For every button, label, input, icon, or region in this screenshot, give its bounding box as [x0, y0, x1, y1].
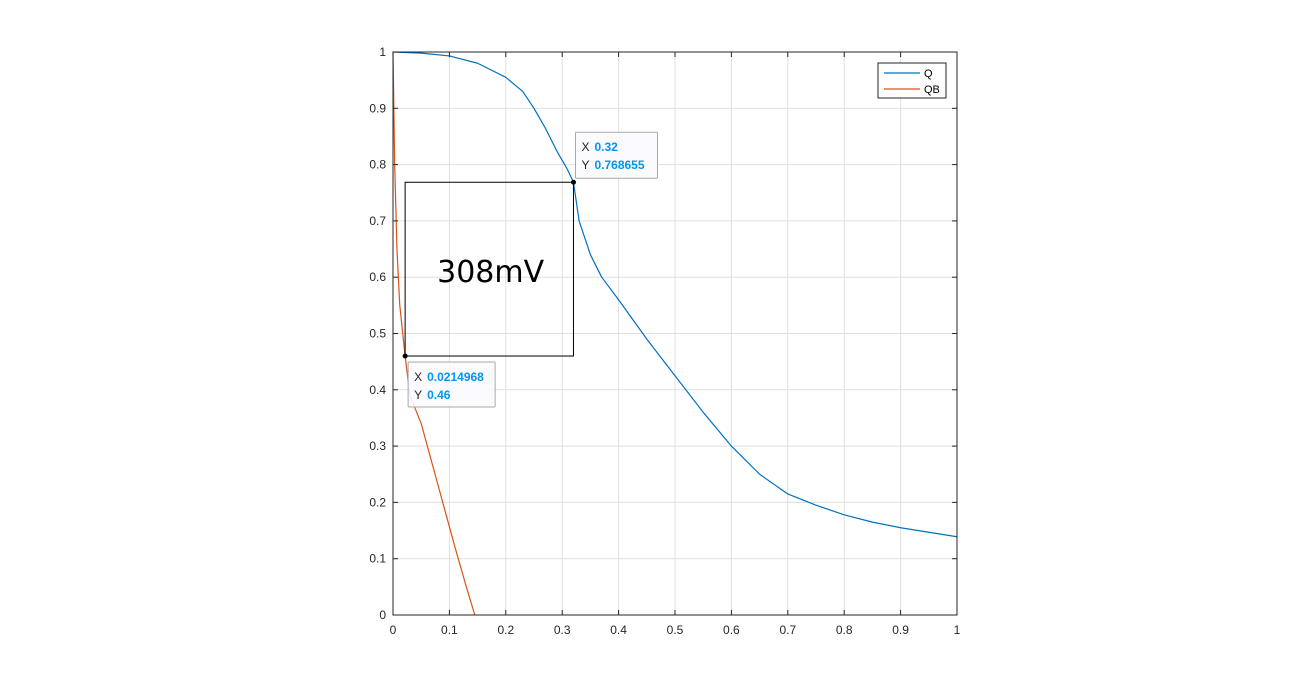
datatip[interactable]: X 0.0214968 Y 0.46 — [402, 353, 496, 408]
x-tick-label: 0.7 — [779, 623, 796, 637]
grid — [393, 52, 957, 615]
y-tick-label: 0.5 — [369, 327, 386, 341]
y-tick-label: 0.2 — [369, 495, 386, 509]
datatip-x-label: X — [581, 140, 589, 154]
datatip[interactable]: X 0.32 Y 0.768655 — [570, 131, 658, 185]
datatip-marker[interactable] — [570, 179, 576, 185]
datatip-y-value: 0.768655 — [594, 158, 644, 172]
x-tick-label: 0.9 — [892, 623, 909, 637]
annotation-text[interactable]: 308mV — [437, 255, 544, 290]
x-tick-label: 1 — [954, 623, 961, 637]
x-tick-label: 0.8 — [836, 623, 853, 637]
y-tick-label: 0.9 — [369, 101, 386, 115]
legend-box — [877, 62, 947, 99]
datatip-box — [574, 131, 658, 179]
x-tick-label: 0.5 — [667, 623, 684, 637]
x-tick-label: 0.4 — [610, 623, 627, 637]
y-tick-label: 0.7 — [369, 214, 386, 228]
datatip-x-label: X — [414, 370, 422, 384]
y-tick-label: 0.8 — [369, 158, 386, 172]
series-line-q[interactable] — [392, 51, 958, 538]
legend-entry-q[interactable]: Q — [924, 68, 933, 80]
datatip-marker[interactable] — [402, 353, 408, 359]
y-tick-label: 0.6 — [369, 270, 386, 284]
y-tick-label: 0.3 — [369, 439, 386, 453]
x-tick-label: 0.2 — [497, 623, 514, 637]
tick-group: 0 0.1 0.2 0.3 0.4 0.5 0.6 0.7 0.8 0.9 1 0 0.1 0.2 0.3 0… — [369, 45, 960, 637]
x-tick-label: 0.1 — [441, 623, 458, 637]
datatip-y-value: 0.46 — [427, 388, 451, 402]
datatip-x-value: 0.0214968 — [427, 370, 484, 384]
datatip-group[interactable]: X 0.32 Y 0.768655 X 0.0214968 Y 0.46 — [402, 131, 658, 408]
legend[interactable]: Q QB — [877, 62, 947, 99]
annotation-rectangle[interactable] — [404, 181, 574, 357]
y-tick-label: 1 — [379, 45, 386, 59]
datatip-y-label: Y — [414, 388, 422, 402]
x-tick-label: 0.6 — [723, 623, 740, 637]
datatip-box — [407, 361, 496, 408]
x-tick-label: 0.3 — [554, 623, 571, 637]
datatip-y-label: Y — [581, 158, 589, 172]
datatip-x-value: 0.32 — [594, 140, 618, 154]
y-tick-label: 0.1 — [369, 552, 386, 566]
y-tick-label: 0.4 — [369, 383, 386, 397]
annotation-group: 308mV — [404, 181, 574, 357]
x-tick-label: 0 — [390, 623, 397, 637]
legend-entry-qb[interactable]: QB — [924, 84, 940, 96]
y-tick-label: 0 — [379, 608, 386, 622]
